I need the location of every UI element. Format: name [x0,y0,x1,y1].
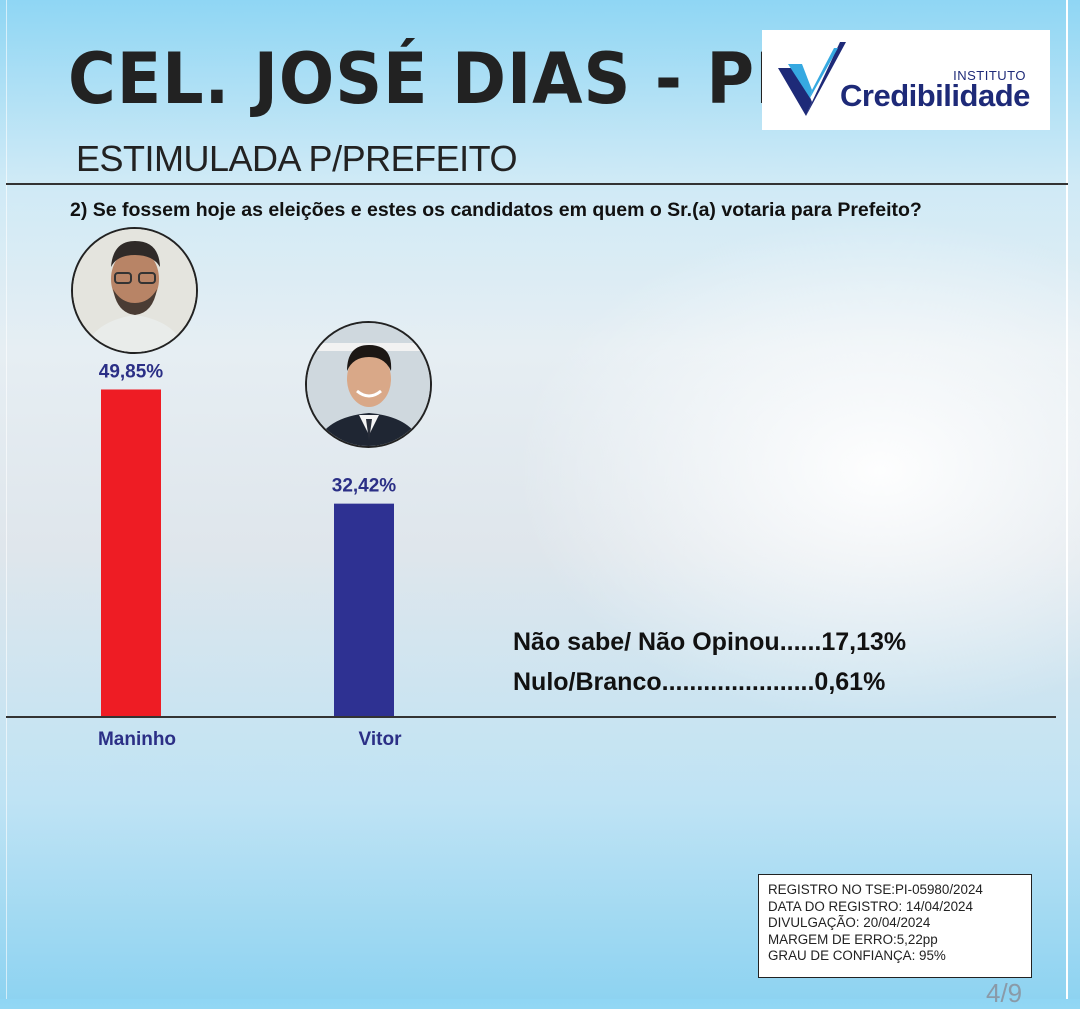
city-title: CEL. JOSÉ DIAS - PI [68,38,781,120]
category-label-maninho: Maninho [98,729,176,750]
data-registro: DATA DO REGISTRO: 14/04/2024 [768,898,973,914]
registration-box: REGISTRO NO TSE:PI-05980/2024 DATA DO RE… [758,874,1032,978]
category-label-vitor: Vitor [359,729,403,750]
margem-erro: MARGEM DE ERRO:5,22pp [768,931,938,947]
nao-sabe-row: Não sabe/ Não Opinou......17,13% [513,628,907,656]
chart-baseline [6,716,1056,718]
poll-subtitle: ESTIMULADA P/PREFEITO [76,138,517,179]
grau-confianca: GRAU DE CONFIANÇA: 95% [768,948,946,963]
candidate-photo-vitor [305,321,432,448]
value-label-maninho: 49,85% [99,361,164,382]
institute-logo: INSTITUTO Credibilidade [762,30,1050,130]
registro-tse: REGISTRO NO TSE:PI-05980/2024 [768,882,983,897]
candidate-photo-maninho [71,227,198,354]
logo-instituto-text: INSTITUTO [953,68,1026,83]
bar-maninho [101,389,161,716]
divulgacao: DIVULGAÇÃO: 20/04/2024 [768,915,931,930]
poll-question: 2) Se fossem hoje as eleições e estes os… [70,199,922,221]
page-number: 4/9 [986,978,1023,1008]
v-check-logo-icon [778,42,846,116]
poll-frame [6,0,1068,999]
nulo-branco-row: Nulo/Branco......................0,61% [513,668,886,696]
bar-vitor [334,503,394,716]
other-answers: Não sabe/ Não Opinou......17,13% Nulo/Br… [513,622,906,702]
logo-name-text: Credibilidade [840,78,1030,113]
value-label-vitor: 32,42% [332,476,397,497]
header-divider [6,183,1068,185]
